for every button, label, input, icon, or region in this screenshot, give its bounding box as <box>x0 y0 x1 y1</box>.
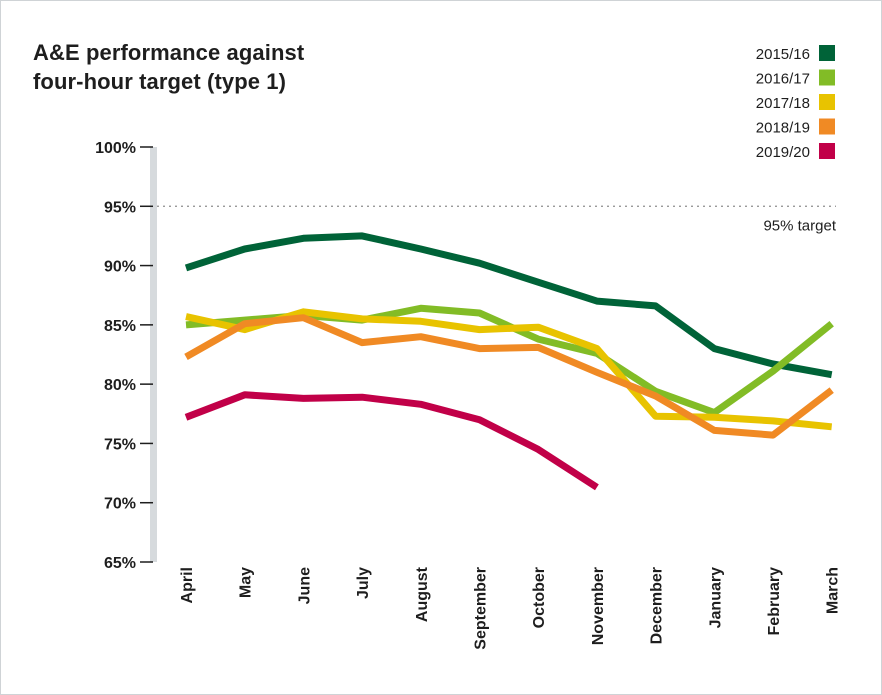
legend-label-2017-18: 2017/18 <box>756 95 810 112</box>
y-tick-label-100: 100% <box>95 140 136 157</box>
x-tick-label-january: January <box>707 567 724 628</box>
legend-label-2016-17: 2016/17 <box>756 71 810 88</box>
y-tick-label-80: 80% <box>104 377 136 394</box>
x-tick-label-september: September <box>473 567 490 650</box>
x-tick-label-april: April <box>179 567 196 603</box>
x-tick-label-october: October <box>531 567 548 628</box>
legend-swatch-2019-20 <box>819 143 835 159</box>
y-tick-label-90: 90% <box>104 259 136 276</box>
reference-line-label: 95% target <box>763 217 836 234</box>
x-tick-label-august: August <box>414 566 431 622</box>
legend-swatch-2016-17 <box>819 69 835 86</box>
y-tick-label-75: 75% <box>104 436 136 453</box>
series-line-2015-16 <box>184 232 833 379</box>
legend-label-2019-20: 2019/20 <box>756 144 810 161</box>
x-tick-label-december: December <box>649 567 666 644</box>
y-tick-label-85: 85% <box>104 318 136 335</box>
y-axis-bar <box>150 147 157 562</box>
x-tick-label-february: February <box>766 567 783 636</box>
legend-label-2015-16: 2015/16 <box>756 46 810 63</box>
y-axis: 100% 95% 90% 85% 80% 75% 70% 65% <box>95 140 157 572</box>
y-tick-label-70: 70% <box>104 496 136 513</box>
legend-swatch-2015-16 <box>819 45 835 61</box>
x-tick-label-november: November <box>590 567 607 645</box>
y-tick-label-65: 65% <box>104 555 136 572</box>
x-tick-label-july: July <box>355 567 372 599</box>
legend: 2015/16 2016/17 2017/18 2018/19 2019/20 <box>756 45 835 161</box>
legend-label-2018-19: 2018/19 <box>756 120 810 137</box>
legend-swatch-2017-18 <box>819 94 835 110</box>
series-layer <box>184 232 834 491</box>
series-line-2017-18 <box>185 308 833 431</box>
x-axis-labels: April May June July August September October No… <box>179 566 842 649</box>
x-tick-label-march: March <box>825 567 842 614</box>
legend-swatch-2018-19 <box>819 118 835 135</box>
series-line-2019-20 <box>184 391 599 491</box>
reference-layer: 95% target <box>157 205 837 234</box>
series-line-2018-19 <box>184 314 834 439</box>
chart-title-line-2: four-hour target (type 1) <box>33 69 287 94</box>
chart-title-line-1: A&E performance against <box>33 40 305 65</box>
y-tick-label-95: 95% <box>104 199 136 216</box>
x-tick-label-june: June <box>296 567 313 604</box>
x-tick-label-may: May <box>238 567 255 598</box>
chart-title: A&E performance against four-hour target… <box>33 38 304 96</box>
